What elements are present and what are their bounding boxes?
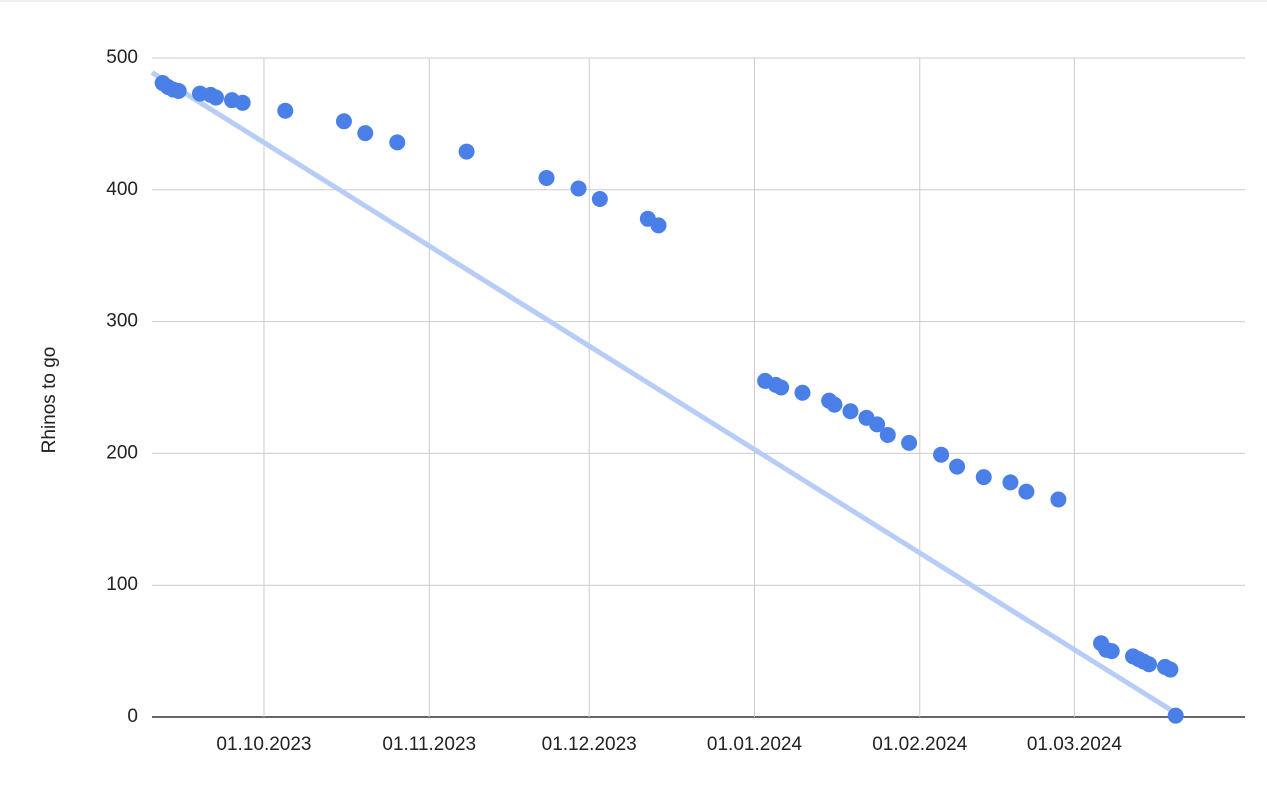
data-point — [975, 469, 992, 486]
y-tick-label: 200 — [106, 442, 138, 463]
data-point — [1018, 483, 1035, 500]
x-tick-label: 01.11.2023 — [382, 734, 476, 755]
data-point — [1050, 491, 1067, 508]
data-point — [933, 446, 950, 463]
data-point — [335, 113, 352, 130]
data-point — [842, 403, 859, 420]
x-tick-label: 01.02.2024 — [872, 734, 968, 755]
data-point — [277, 102, 294, 119]
data-point — [538, 169, 555, 186]
data-point — [389, 134, 406, 151]
data-point — [901, 434, 918, 451]
data-point — [357, 125, 374, 142]
x-tick-label: 01.01.2024 — [707, 734, 803, 755]
data-point — [1167, 707, 1184, 724]
y-tick-label: 400 — [106, 179, 138, 200]
data-point — [234, 94, 251, 111]
data-point — [591, 191, 608, 208]
data-point — [1103, 643, 1120, 660]
trendline — [150, 70, 1178, 716]
data-point — [458, 143, 475, 160]
data-point — [826, 396, 843, 413]
y-axis-title: Rhinos to go — [39, 347, 60, 454]
data-point — [794, 384, 811, 401]
y-tick-label: 100 — [106, 574, 138, 595]
x-tick-label: 01.03.2024 — [1027, 734, 1123, 755]
x-tick-label: 01.12.2023 — [542, 734, 637, 755]
data-point — [170, 82, 187, 99]
data-point — [1162, 661, 1179, 678]
data-point — [207, 89, 224, 106]
data-point — [1141, 656, 1158, 673]
x-tick-label: 01.10.2023 — [216, 734, 311, 755]
data-point — [949, 458, 966, 475]
data-point — [650, 217, 667, 234]
data-point — [1002, 474, 1019, 491]
data-point — [773, 379, 790, 396]
y-tick-label: 0 — [127, 706, 138, 727]
y-tick-label: 500 — [106, 47, 138, 68]
data-point — [879, 426, 896, 443]
data-point — [869, 416, 886, 433]
y-tick-label: 300 — [106, 311, 138, 332]
data-point — [570, 180, 587, 197]
